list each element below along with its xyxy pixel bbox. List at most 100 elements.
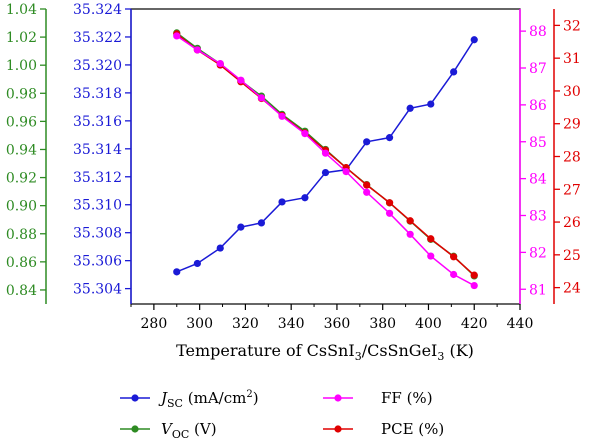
data-point-ff bbox=[342, 168, 350, 176]
voc-tick-label: 1.02 bbox=[6, 30, 37, 46]
data-point-jsc bbox=[216, 244, 224, 252]
ff-tick-label: 84 bbox=[529, 172, 547, 188]
legend-label-jsc: JSC (mA/cm2) bbox=[158, 389, 259, 410]
data-point-pce bbox=[406, 217, 414, 225]
data-point-ff bbox=[173, 32, 181, 40]
x-axis-label: Temperature of CsSnI3/CsSnGeI3 (K) bbox=[176, 341, 474, 363]
jsc-tick-label: 35.318 bbox=[73, 86, 122, 102]
data-point-jsc bbox=[173, 268, 181, 276]
data-point-ff bbox=[301, 130, 309, 138]
legend-item-ff: FF (%) bbox=[323, 389, 433, 407]
data-point-ff bbox=[257, 94, 266, 102]
x-tick-label: 340 bbox=[278, 316, 305, 332]
legend-label-pce: PCE (%) bbox=[381, 420, 444, 438]
data-point-jsc bbox=[237, 223, 245, 231]
pce-tick-label: 24 bbox=[563, 281, 581, 297]
data-point-ff bbox=[385, 209, 394, 217]
pce-tick-label: 27 bbox=[563, 182, 581, 198]
series-layer bbox=[173, 29, 478, 290]
data-point-jsc bbox=[385, 134, 394, 142]
data-point-jsc bbox=[278, 198, 286, 206]
x-tick-label: 300 bbox=[186, 316, 213, 332]
x-tick-label: 360 bbox=[324, 316, 351, 332]
pce-tick-label: 30 bbox=[563, 84, 581, 100]
data-point-ff bbox=[427, 252, 435, 260]
voc-tick-label: 0.84 bbox=[6, 283, 37, 299]
legend-item-voc: VOC (V) bbox=[120, 420, 217, 439]
legend-item-pce: PCE (%) bbox=[323, 420, 444, 438]
voc-tick-label: 0.92 bbox=[6, 171, 37, 187]
data-point-jsc bbox=[363, 138, 371, 146]
data-point-ff bbox=[470, 281, 478, 290]
voc-tick-label: 0.94 bbox=[6, 142, 37, 158]
data-point-jsc bbox=[301, 194, 309, 202]
legend-marker-pce bbox=[334, 425, 342, 433]
pce-tick-label: 31 bbox=[563, 51, 581, 67]
data-point-pce bbox=[385, 199, 394, 207]
x-tick-label: 440 bbox=[507, 316, 534, 332]
data-point-ff bbox=[278, 112, 286, 120]
data-point-ff bbox=[237, 76, 245, 84]
data-point-jsc bbox=[427, 100, 435, 108]
pce-tick-label: 32 bbox=[563, 18, 581, 34]
data-point-jsc bbox=[406, 104, 414, 112]
data-point-ff bbox=[216, 59, 224, 68]
jsc-tick-label: 35.324 bbox=[73, 2, 122, 18]
jsc-tick-label: 35.306 bbox=[73, 254, 122, 270]
jsc-tick-label: 35.308 bbox=[73, 226, 122, 242]
data-point-pce bbox=[470, 271, 478, 279]
jsc-tick-label: 35.314 bbox=[73, 142, 122, 158]
pce-tick-label: 26 bbox=[563, 215, 581, 231]
ff-tick-label: 87 bbox=[529, 61, 547, 77]
data-point-pce bbox=[450, 253, 458, 261]
jsc-tick-label: 35.320 bbox=[73, 58, 122, 74]
x-tick-label: 280 bbox=[141, 316, 168, 332]
legend-label-voc: VOC (V) bbox=[161, 420, 217, 439]
legend-marker-voc bbox=[131, 425, 139, 433]
data-point-jsc bbox=[321, 168, 330, 177]
legend-marker-jsc bbox=[131, 394, 139, 402]
pce-tick-label: 29 bbox=[563, 117, 581, 133]
ff-tick-label: 86 bbox=[529, 98, 547, 114]
legend-marker-ff bbox=[334, 394, 342, 402]
x-tick-label: 400 bbox=[415, 316, 442, 332]
data-point-jsc bbox=[450, 68, 458, 76]
x-tick-label: 320 bbox=[232, 316, 259, 332]
voc-tick-label: 0.86 bbox=[6, 255, 37, 271]
legend-label-ff: FF (%) bbox=[381, 389, 433, 407]
ff-tick-label: 85 bbox=[529, 135, 547, 151]
ff-tick-label: 83 bbox=[529, 209, 547, 225]
jsc-tick-label: 35.304 bbox=[73, 282, 122, 298]
data-point-ff bbox=[193, 46, 201, 54]
voc-tick-label: 1.04 bbox=[6, 2, 37, 18]
voc-tick-label: 0.90 bbox=[6, 199, 37, 215]
ff-tick-label: 81 bbox=[529, 282, 547, 298]
voc-tick-label: 0.98 bbox=[6, 86, 37, 102]
data-point-jsc bbox=[470, 36, 478, 44]
x-tick-label: 380 bbox=[369, 316, 396, 332]
ff-tick-label: 82 bbox=[529, 245, 547, 261]
ff-tick-label: 88 bbox=[529, 24, 547, 40]
jsc-tick-label: 35.322 bbox=[73, 30, 122, 46]
pce-tick-label: 25 bbox=[563, 248, 581, 264]
jsc-tick-label: 35.316 bbox=[73, 114, 122, 130]
jsc-tick-label: 35.312 bbox=[73, 170, 122, 186]
legend: JSC (mA/cm2) VOC (V) FF (%) PCE (%) bbox=[120, 389, 444, 439]
voc-tick-label: 0.96 bbox=[6, 114, 37, 130]
data-point-ff bbox=[321, 149, 330, 157]
data-point-jsc bbox=[193, 259, 201, 268]
jsc-tick-label: 35.310 bbox=[73, 198, 122, 214]
voc-tick-label: 1.00 bbox=[6, 58, 37, 74]
data-point-ff bbox=[363, 188, 371, 196]
data-point-pce bbox=[363, 181, 371, 189]
data-point-pce bbox=[427, 235, 435, 243]
legend-item-jsc: JSC (mA/cm2) bbox=[120, 389, 259, 410]
ticks-layer: 280 300 320 340 360 380 400 420 440 0.84 0.86 0.88 0… bbox=[6, 2, 581, 332]
data-point-ff bbox=[450, 270, 458, 279]
pce-tick-label: 28 bbox=[563, 150, 581, 166]
voc-tick-label: 0.88 bbox=[6, 227, 37, 243]
data-point-jsc bbox=[257, 219, 266, 227]
x-tick-label: 420 bbox=[461, 316, 488, 332]
data-point-ff bbox=[406, 230, 414, 238]
